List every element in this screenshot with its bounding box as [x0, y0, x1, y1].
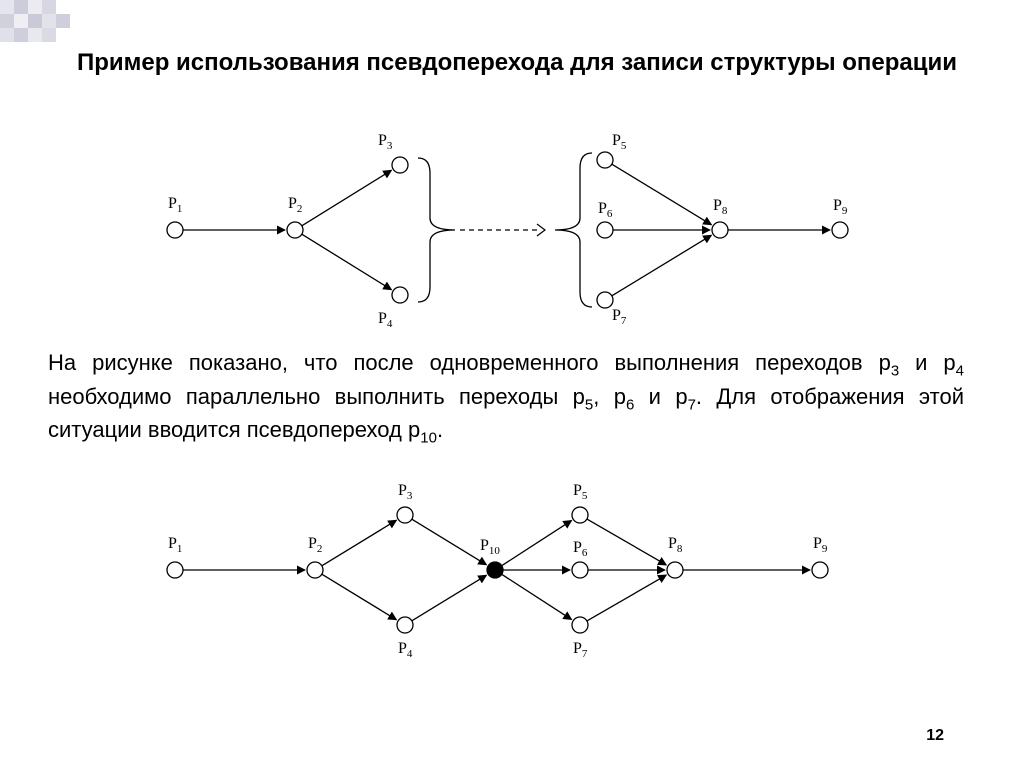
- svg-text:P3: P3: [398, 482, 413, 502]
- diagram-top: P1 P2 P3 P4 P5 P6 P7 P8 P9: [120, 120, 880, 335]
- svg-text:P9: P9: [833, 197, 848, 217]
- para-text: и p: [899, 350, 956, 375]
- svg-text:P1: P1: [168, 535, 182, 555]
- svg-text:P7: P7: [612, 307, 627, 327]
- svg-text:P8: P8: [668, 535, 683, 555]
- para-text: , p: [593, 384, 626, 409]
- svg-text:P10: P10: [480, 537, 500, 557]
- svg-text:P5: P5: [612, 132, 627, 152]
- para-dot: .: [437, 417, 443, 442]
- svg-text:P5: P5: [573, 482, 588, 502]
- page-number: 12: [926, 727, 944, 745]
- sub7: 7: [688, 396, 696, 413]
- sub10: 10: [420, 430, 437, 447]
- sub3: 3: [891, 362, 899, 379]
- svg-text:P6: P6: [573, 539, 588, 559]
- svg-text:P6: P6: [598, 200, 613, 220]
- para-text: и p: [634, 384, 687, 409]
- sub4: 4: [956, 362, 964, 379]
- slide-title: Пример использования псевдоперехода для …: [70, 48, 964, 78]
- svg-text:P4: P4: [378, 310, 393, 330]
- svg-text:P9: P9: [813, 535, 828, 555]
- description-paragraph: На рисунке показано, что после одновреме…: [48, 348, 964, 449]
- svg-text:P8: P8: [713, 197, 728, 217]
- svg-text:P2: P2: [288, 195, 302, 215]
- para-text: необходимо параллельно выполнить переход…: [48, 384, 585, 409]
- diagram-bottom-svg: P1 P2 P3 P4 P10 P5 P6 P7 P8 P9: [120, 470, 880, 670]
- svg-text:P3: P3: [378, 132, 393, 152]
- sub5: 5: [585, 396, 593, 413]
- diagram-top-svg: P1 P2 P3 P4 P5 P6 P7 P8 P9: [120, 120, 880, 330]
- svg-text:P1: P1: [168, 195, 182, 215]
- svg-text:P7: P7: [573, 640, 588, 660]
- diagram-bottom: P1 P2 P3 P4 P10 P5 P6 P7 P8 P9: [120, 470, 880, 675]
- para-text: На рисунке показано, что после одновреме…: [48, 350, 891, 375]
- svg-text:P4: P4: [398, 640, 413, 660]
- svg-text:P2: P2: [308, 535, 322, 555]
